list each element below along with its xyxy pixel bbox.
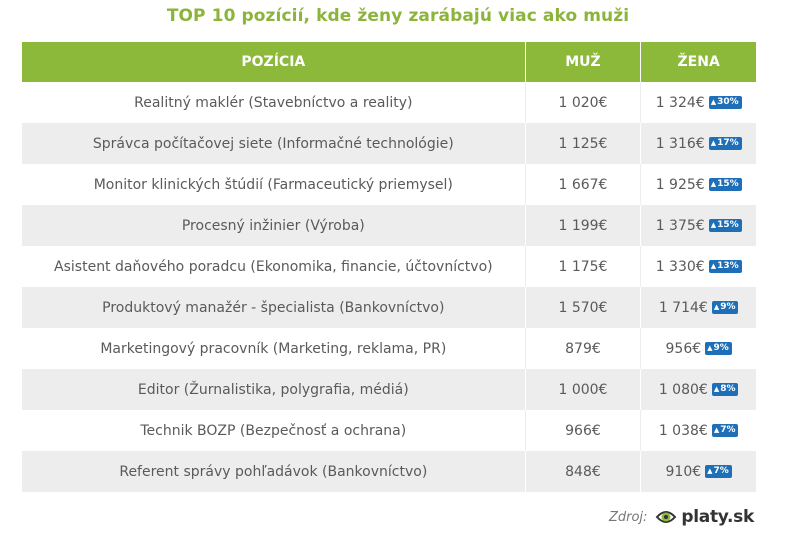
cell-pozicia: Správca počítačovej siete (Informačné te… [22,123,526,164]
table-row: Monitor klinických štúdií (Farmaceutický… [22,164,756,205]
increase-badge: ▲ 7% [705,465,732,478]
increase-badge: ▲ 9% [711,301,739,314]
zena-value: 1 330€ [655,258,705,275]
arrow-up-icon: ▲ [710,221,717,229]
zena-value: 1 925€ [655,176,705,193]
cell-muz: 1 125€ [526,123,642,164]
badge-value: 17% [717,138,739,148]
cell-muz: 1 175€ [526,246,642,287]
arrow-up-icon: ▲ [710,262,717,270]
zena-value: 956€ [665,340,702,357]
header-zena: ŽENA [677,54,720,70]
zena-value: 1 080€ [658,381,708,398]
cell-pozicia: Referent správy pohľadávok (Bankovníctvo… [22,451,526,492]
table-row: Produktový manažér - špecialista (Bankov… [22,287,756,328]
header-pozicia: POZÍCIA [22,42,526,82]
table-row: Realitný maklér (Stavebníctvo a reality)… [22,82,756,123]
page-title: TOP 10 pozícií, kde ženy zarábajú viac a… [166,6,630,26]
table-row: Editor (Žurnalistika, polygrafia, médiá)… [22,369,756,410]
cell-muz: 879€ [526,328,642,369]
cell-pozicia: Procesný inžinier (Výroba) [22,205,526,246]
cell-pozicia: Produktový manažér - špecialista (Bankov… [22,287,526,328]
cell-pozicia: Editor (Žurnalistika, polygrafia, médiá) [22,369,526,410]
badge-value: 15% [717,220,739,230]
cell-zena: 1 324€ ▲ 30% [641,82,756,123]
cell-muz: 1 000€ [526,369,642,410]
cell-zena: 1 330€ ▲ 13% [641,246,756,287]
zena-value: 1 316€ [655,135,705,152]
table-row: Správca počítačovej siete (Informačné te… [22,123,756,164]
badge-value: 8% [720,384,736,394]
badge-value: 13% [717,261,739,271]
cell-zena: 1 038€ ▲ 7% [641,410,756,451]
source-footer: Zdroj: platy.sk [609,506,754,528]
table-row: Marketingový pracovník (Marketing, rekla… [22,328,756,369]
table-row: Procesný inžinier (Výroba) 1 199€ 1 375€ ▲ 1… [22,205,756,246]
cell-muz: 1 667€ [526,164,642,205]
increase-badge: ▲ 7% [711,424,739,437]
arrow-up-icon: ▲ [713,385,720,393]
arrow-up-icon: ▲ [713,426,720,434]
increase-badge: ▲ 9% [705,342,732,355]
salary-table: POZÍCIA MUŽ ŽENA Realitný maklér (Staveb… [22,42,756,492]
cell-muz: 1 570€ [526,287,642,328]
arrow-up-icon: ▲ [710,98,717,106]
cell-pozicia: Technik BOZP (Bezpečnosť a ochrana) [22,410,526,451]
table-row: Technik BOZP (Bezpečnosť a ochrana) 966€ 1… [22,410,756,451]
cell-zena: 1 925€ ▲ 15% [641,164,756,205]
table-header: POZÍCIA MUŽ ŽENA [22,42,756,82]
badge-value: 30% [717,97,739,107]
badge-value: 7% [720,425,736,435]
table-row: Asistent daňového poradcu (Ekonomika, fi… [22,246,756,287]
arrow-up-icon: ▲ [710,180,717,188]
zena-value: 1 714€ [658,299,708,316]
cell-zena: 956€ ▲ 9% [641,328,756,369]
increase-badge: ▲ 15% [708,219,742,232]
zena-value: 1 038€ [658,422,708,439]
eye-icon [656,511,677,523]
cell-zena: 1 316€ ▲ 17% [641,123,756,164]
arrow-up-icon: ▲ [713,303,720,311]
cell-pozicia: Marketingový pracovník (Marketing, rekla… [22,328,526,369]
badge-value: 9% [713,343,729,353]
zena-value: 910€ [665,463,702,480]
arrow-up-icon: ▲ [707,344,713,352]
badge-value: 15% [717,179,739,189]
table-body: Realitný maklér (Stavebníctvo a reality)… [22,82,756,492]
cell-pozicia: Asistent daňového poradcu (Ekonomika, fi… [22,246,526,287]
zena-value: 1 324€ [655,94,705,111]
increase-badge: ▲ 13% [708,260,742,273]
badge-value: 9% [720,302,736,312]
increase-badge: ▲ 8% [711,383,739,396]
source-label: Zdroj: [608,509,648,525]
cell-zena: 1 375€ ▲ 15% [641,205,756,246]
cell-zena: 1 714€ ▲ 9% [641,287,756,328]
cell-pozicia: Realitný maklér (Stavebníctvo a reality) [22,82,526,123]
logo-text: platy.sk [681,507,754,527]
cell-zena: 1 080€ ▲ 8% [641,369,756,410]
header-muz: MUŽ [526,42,642,82]
increase-badge: ▲ 17% [708,137,742,150]
cell-pozicia: Monitor klinických štúdií (Farmaceutický… [22,164,526,205]
zena-value: 1 375€ [655,217,705,234]
cell-muz: 1 199€ [526,205,642,246]
cell-zena: 910€ ▲ 7% [641,451,756,492]
cell-muz: 848€ [526,451,642,492]
arrow-up-icon: ▲ [707,467,713,475]
table-row: Referent správy pohľadávok (Bankovníctvo… [22,451,756,492]
cell-muz: 1 020€ [526,82,642,123]
arrow-up-icon: ▲ [710,139,717,147]
cell-muz: 966€ [526,410,642,451]
increase-badge: ▲ 15% [708,178,742,191]
increase-badge: ▲ 30% [708,96,742,109]
badge-value: 7% [713,466,729,476]
